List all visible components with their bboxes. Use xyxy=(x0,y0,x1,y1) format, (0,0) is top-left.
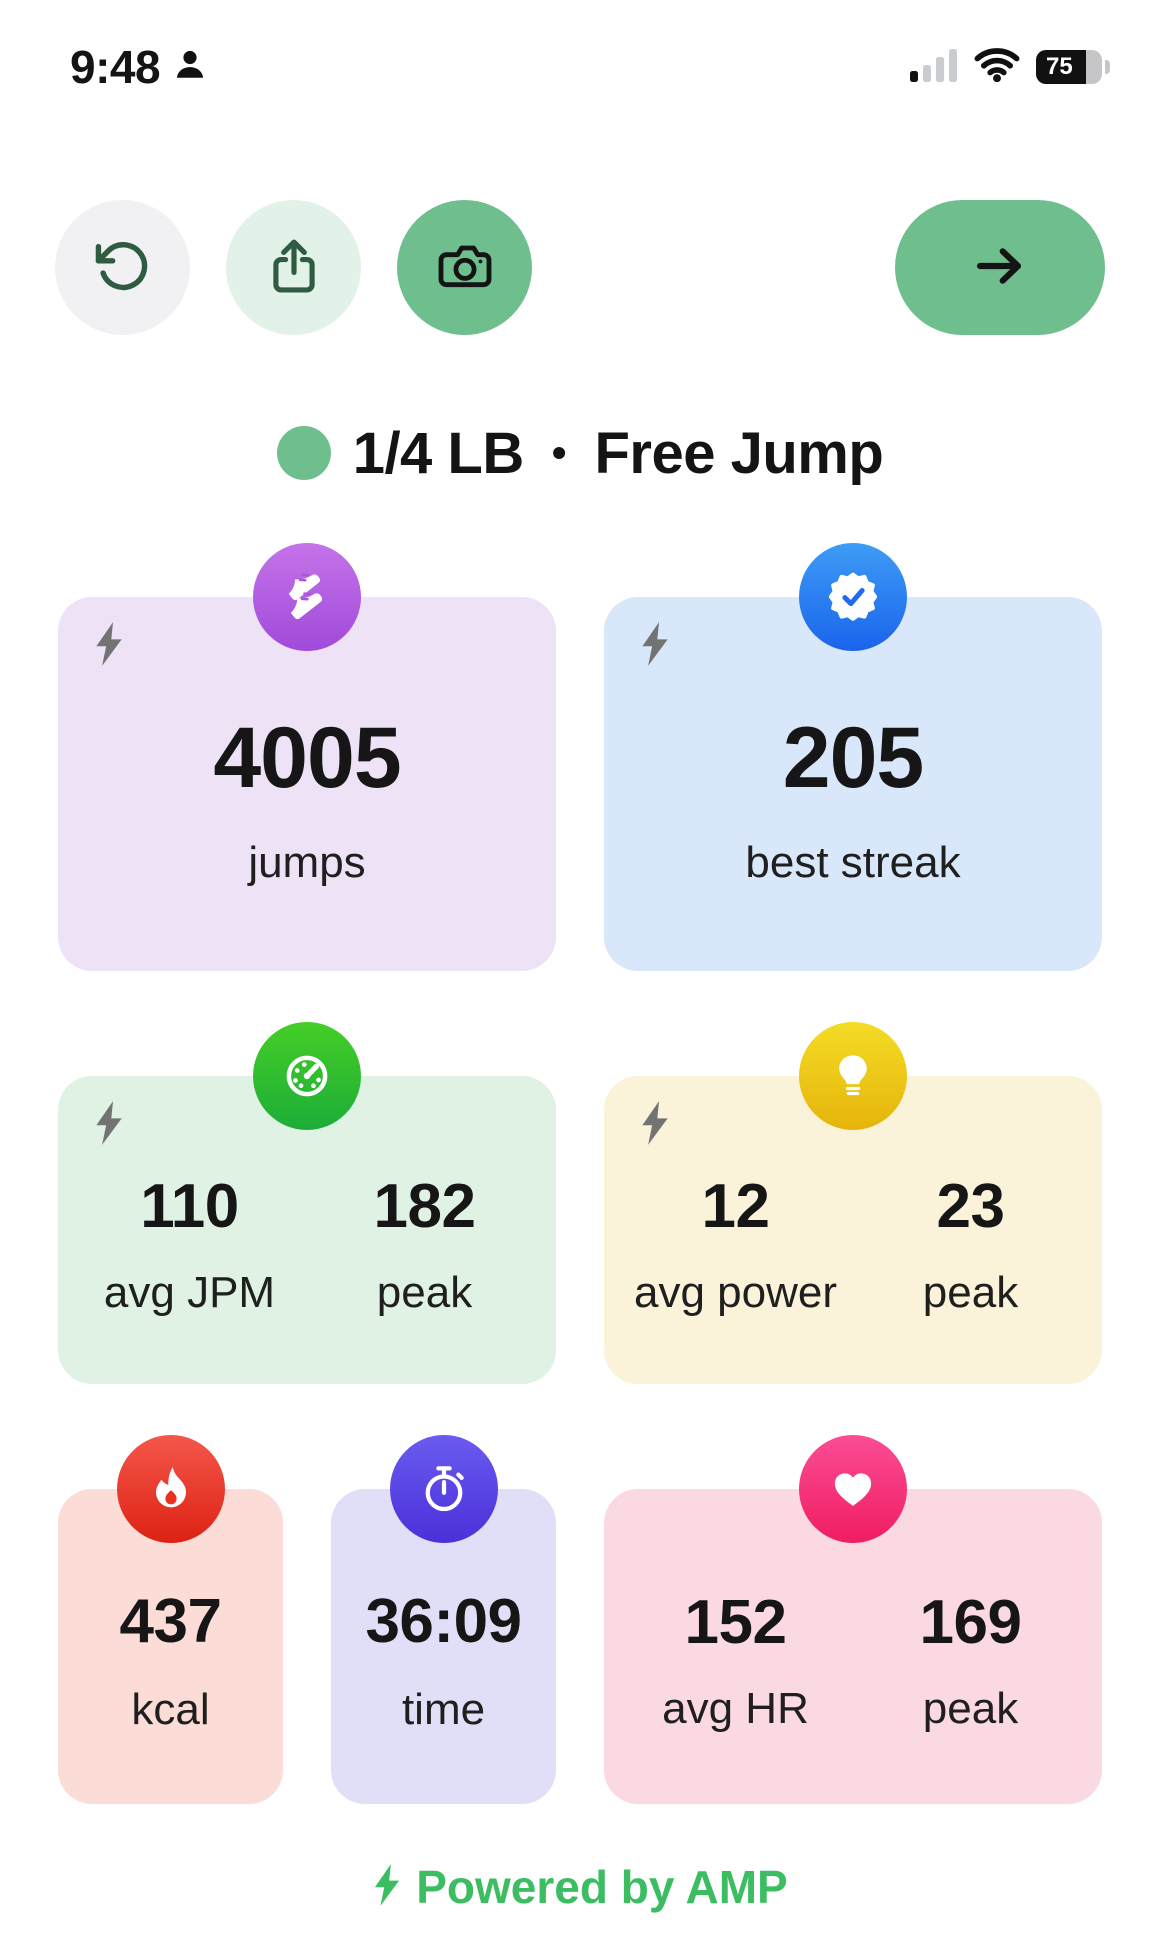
flame-icon xyxy=(116,1435,225,1543)
undo-rotate-ccw-icon xyxy=(92,235,154,300)
sneakers-icon xyxy=(253,543,361,651)
lightning-bolt-icon xyxy=(640,1100,670,1146)
avg-hr-value: 152 xyxy=(684,1588,787,1657)
person-icon xyxy=(172,47,208,88)
heart-icon xyxy=(799,1435,907,1543)
session-status-dot xyxy=(276,426,331,480)
arrow-right-icon xyxy=(968,234,1032,301)
heart-rate-card: 152 avg HR 169 peak xyxy=(604,1435,1102,1804)
lightning-bolt-icon xyxy=(372,1863,402,1912)
peak-hr-label: peak xyxy=(922,1684,1019,1733)
peak-power-label: peak xyxy=(922,1267,1019,1317)
avg-hr-label: avg HR xyxy=(662,1684,809,1733)
wifi-icon xyxy=(974,47,1020,87)
avg-jpm-value: 110 xyxy=(140,1171,239,1241)
session-separator: • xyxy=(551,429,567,476)
status-indicators: 75 xyxy=(910,47,1110,87)
battery-percent: 75 xyxy=(1036,50,1102,84)
battery-icon: 75 xyxy=(1036,50,1110,84)
camera-button[interactable] xyxy=(397,200,532,335)
powered-by-text: Powered by AMP xyxy=(416,1861,788,1913)
lightning-bolt-icon xyxy=(94,1100,124,1146)
undo-button[interactable] xyxy=(55,200,190,335)
next-button[interactable] xyxy=(895,200,1105,335)
session-weight: 1/4 LB xyxy=(352,420,525,486)
calories-label: kcal xyxy=(131,1685,210,1734)
share-button[interactable] xyxy=(226,200,361,335)
session-header: 1/4 LB • Free Jump xyxy=(0,420,1160,486)
peak-jpm-label: peak xyxy=(376,1267,473,1317)
avg-power-label: avg power xyxy=(633,1267,837,1317)
share-icon xyxy=(263,235,325,300)
best-streak-label: best streak xyxy=(745,837,961,887)
speedometer-icon xyxy=(253,1022,361,1130)
status-time-group: 9:48 xyxy=(70,40,208,94)
lightning-bolt-icon xyxy=(94,621,124,667)
lightning-bolt-icon xyxy=(640,621,670,667)
footer-branding: Powered by AMP xyxy=(0,1860,1160,1914)
jumps-value: 4005 xyxy=(213,709,401,806)
verified-badge-icon xyxy=(799,543,907,651)
best-streak-card: 205 best streak xyxy=(604,543,1102,971)
camera-icon xyxy=(433,234,497,301)
duration-card: 36:09 time xyxy=(331,1435,556,1804)
metric-cards: 4005 jumps 205 best streak xyxy=(58,543,1102,1804)
best-streak-value: 205 xyxy=(782,709,924,806)
jpm-card: 110 avg JPM 182 peak xyxy=(58,1022,556,1384)
battery-tip xyxy=(1105,60,1110,74)
calories-value: 437 xyxy=(119,1587,222,1656)
cellular-signal-icon xyxy=(910,48,958,87)
calories-card: 437 kcal xyxy=(58,1435,283,1804)
power-card: 12 avg power 23 peak xyxy=(604,1022,1102,1384)
toolbar xyxy=(0,200,1160,335)
jumps-label: jumps xyxy=(248,837,366,887)
status-bar: 9:48 xyxy=(0,0,1160,100)
jumps-card: 4005 jumps xyxy=(58,543,556,971)
avg-power-value: 12 xyxy=(701,1171,770,1241)
peak-hr-value: 169 xyxy=(919,1588,1022,1657)
session-mode: Free Jump xyxy=(594,420,884,486)
lightbulb-icon xyxy=(799,1022,907,1130)
status-time: 9:48 xyxy=(70,41,161,93)
duration-label: time xyxy=(401,1685,486,1734)
peak-jpm-value: 182 xyxy=(373,1171,476,1241)
duration-value: 36:09 xyxy=(365,1587,522,1656)
avg-jpm-label: avg JPM xyxy=(103,1267,276,1317)
peak-power-value: 23 xyxy=(936,1171,1005,1241)
stopwatch-icon xyxy=(389,1435,498,1543)
